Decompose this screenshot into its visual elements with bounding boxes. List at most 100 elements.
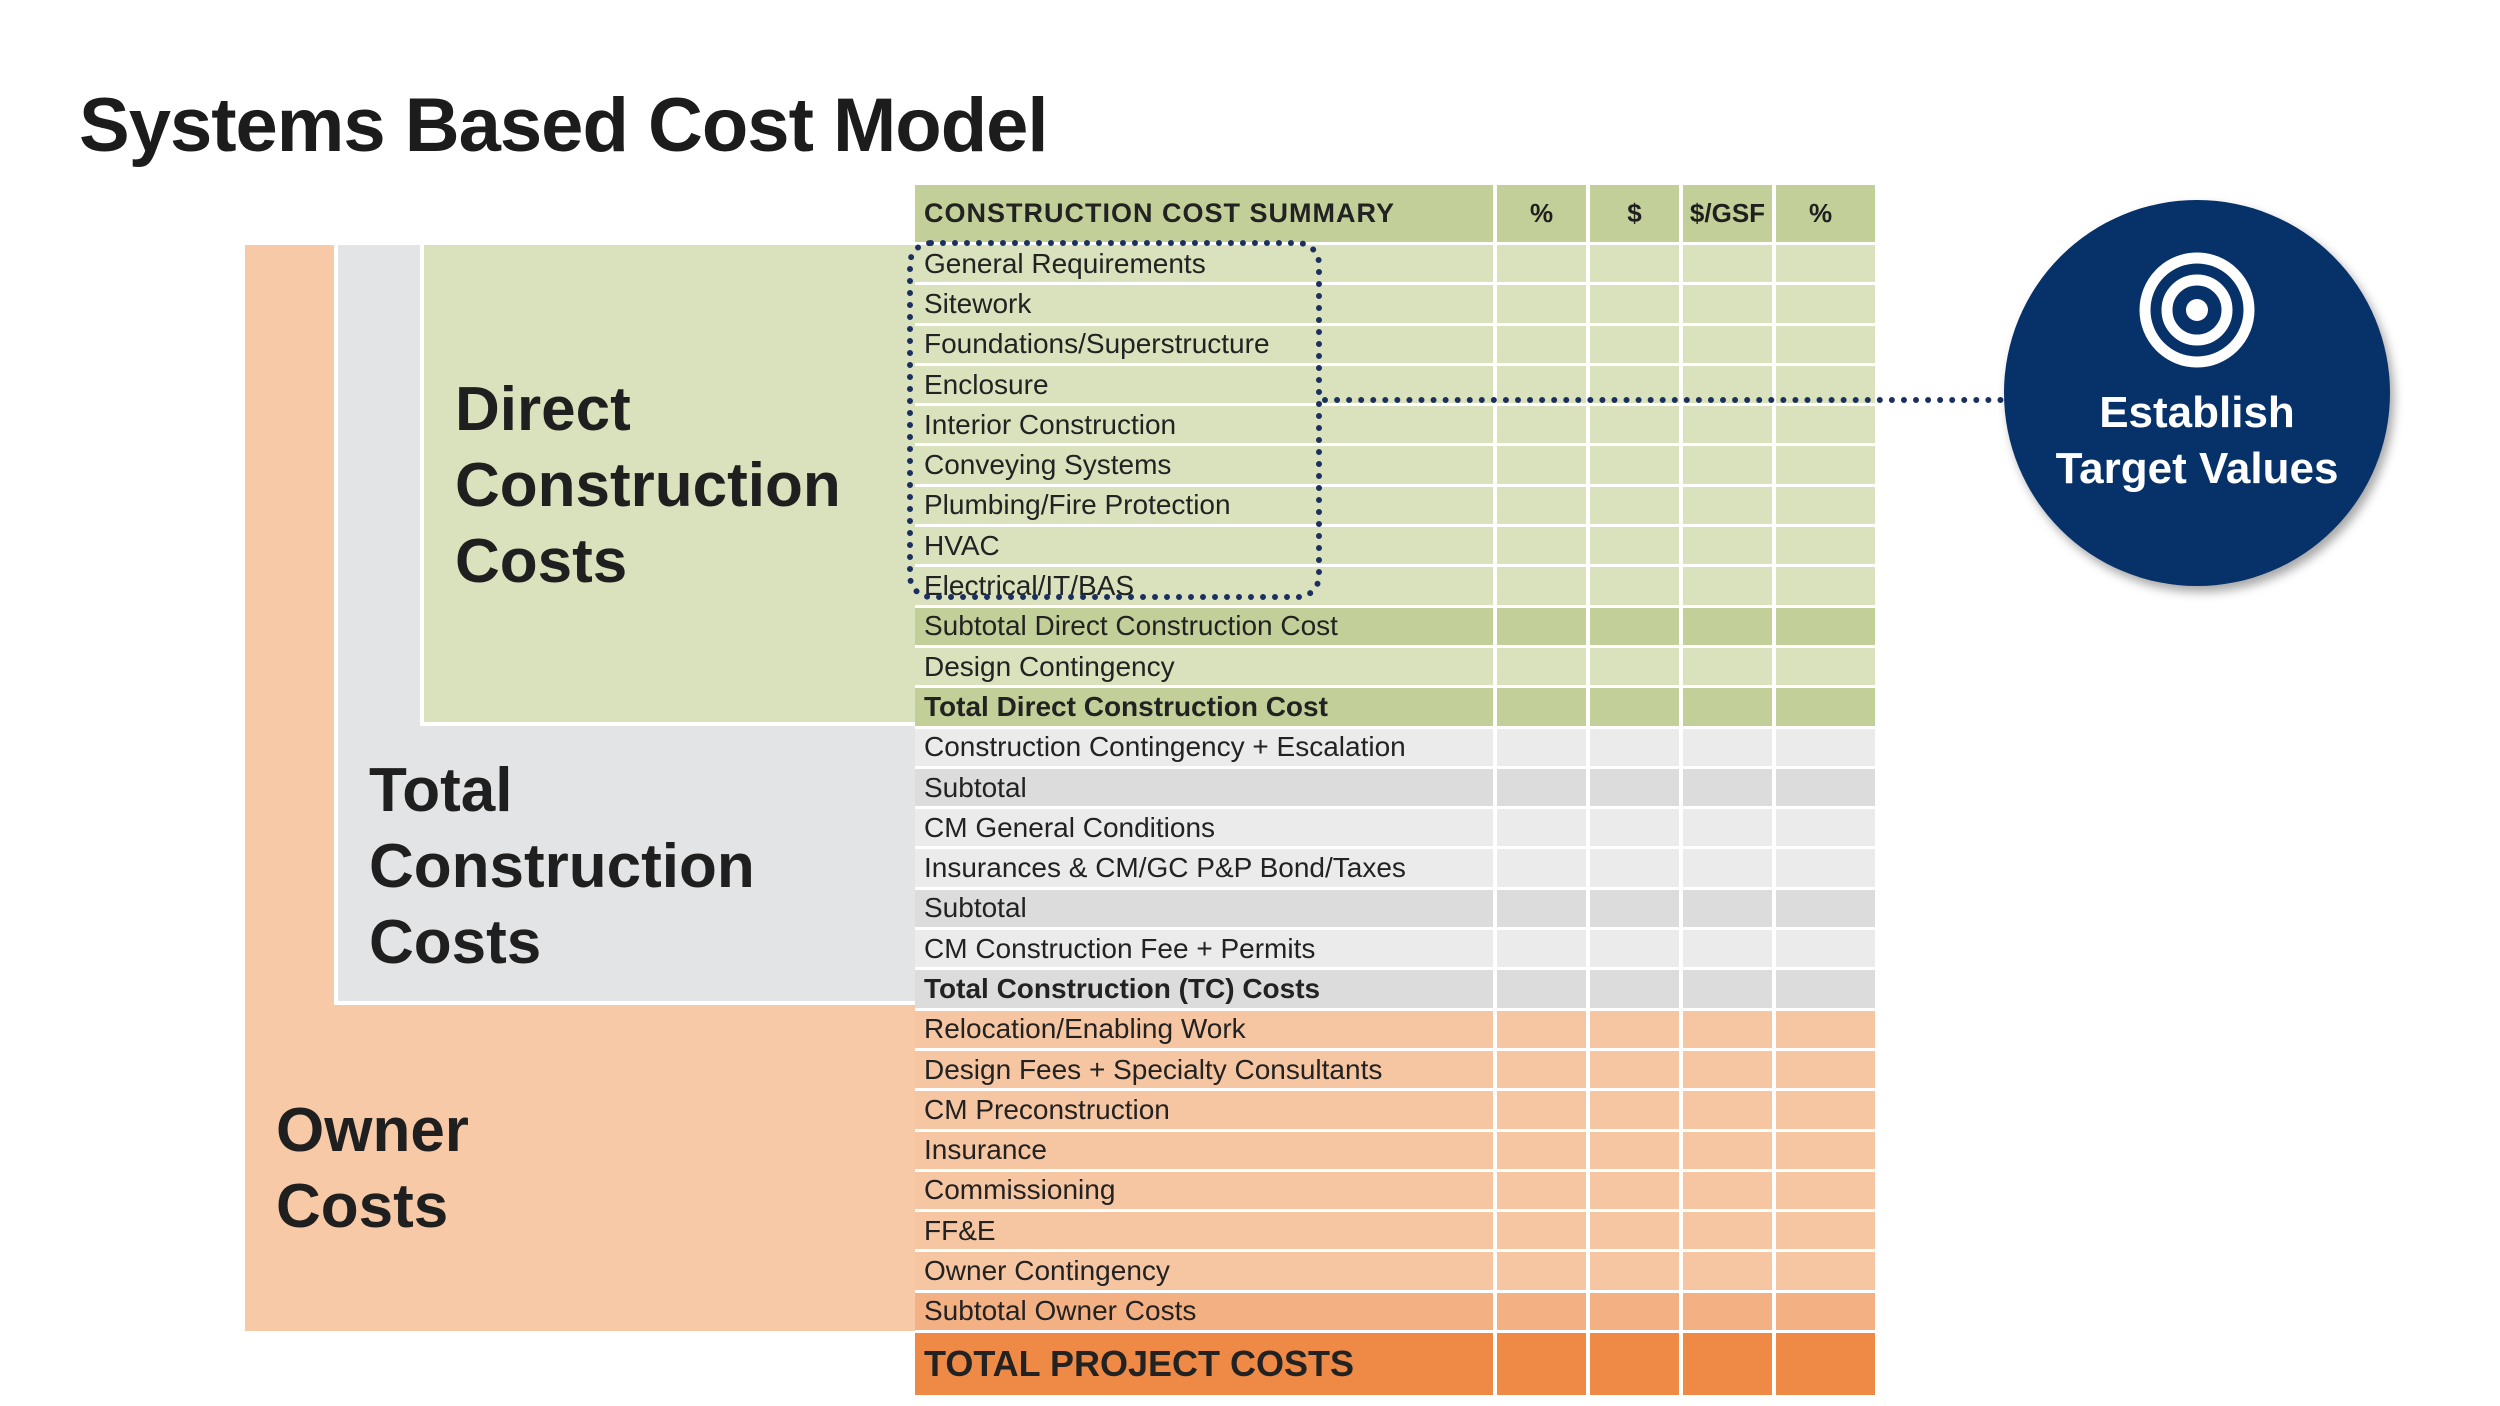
value-cell: [1679, 688, 1772, 726]
value-cell: [1586, 970, 1679, 1008]
value-cell: [1679, 1050, 1772, 1089]
value-cell: [1493, 930, 1586, 968]
value-cell: [1772, 647, 1865, 686]
value-cell: [1493, 1010, 1586, 1048]
value-cell: [1772, 1212, 1865, 1250]
value-cell: [1493, 245, 1586, 283]
value-cell: [1679, 1252, 1772, 1290]
systems-highlight-box: [907, 240, 1322, 600]
value-cell: [1772, 1131, 1865, 1169]
callout-line: Establish: [2099, 388, 2295, 437]
band-label-line: Direct: [455, 375, 631, 444]
row-label: Subtotal: [924, 892, 1027, 924]
row-label: Design Contingency: [924, 650, 1175, 682]
value-cell: [1772, 1050, 1865, 1089]
band-label-line: Costs: [455, 527, 628, 596]
row-label: CM General Conditions: [924, 811, 1216, 843]
value-cell: [1586, 930, 1679, 968]
table-row: Commissioning: [915, 1171, 1875, 1213]
value-cell: [1493, 527, 1586, 565]
value-cell: [1772, 809, 1865, 847]
value-cell: [1772, 245, 1865, 283]
table-body: General Requirements Sitework Foundations/…: [915, 245, 1875, 1396]
value-cell: [1493, 849, 1586, 887]
band-label-line: Construction: [369, 832, 755, 901]
row-label: Enclosure: [924, 368, 1049, 400]
value-cell: [1493, 768, 1586, 807]
value-cell: [1586, 889, 1679, 928]
value-cell: [1493, 647, 1586, 686]
column-header-percent: %: [1772, 185, 1865, 242]
table-row: CM General Conditions: [915, 809, 1875, 850]
row-label: Foundations/Superstructure: [924, 328, 1270, 360]
band-divider: [334, 1001, 915, 1005]
value-cell: [1586, 1292, 1679, 1331]
cost-summary-table: CONSTRUCTION COST SUMMARY % $ $/GSF % Ge…: [915, 185, 1875, 1396]
value-cell: [1586, 325, 1679, 363]
row-label: Subtotal: [924, 771, 1027, 803]
row-label: Interior Construction: [924, 408, 1177, 440]
row-label: General Requirements: [924, 247, 1206, 279]
value-cell: [1679, 1091, 1772, 1129]
value-cell: [1493, 1171, 1586, 1210]
value-cell: [1772, 1171, 1865, 1210]
table-row: FF&E: [915, 1212, 1875, 1253]
value-cell: [1493, 607, 1586, 645]
value-cell: [1586, 647, 1679, 686]
value-cell: [1772, 446, 1865, 484]
row-label: Total Direct Construction Cost: [924, 690, 1328, 722]
value-cell: [1772, 567, 1865, 605]
table-row: Total Direct Construction Cost: [915, 688, 1875, 729]
row-label: FF&E: [924, 1214, 996, 1246]
table-row: CM Construction Fee + Permits: [915, 930, 1875, 971]
value-cell: [1679, 768, 1772, 807]
row-label: Relocation/Enabling Work: [924, 1013, 1246, 1045]
value-cell: [1493, 1131, 1586, 1169]
value-cell: [1679, 970, 1772, 1008]
value-cell: [1679, 527, 1772, 565]
column-header-percent: %: [1493, 185, 1586, 242]
value-cell: [1679, 809, 1772, 847]
value-cell: [1586, 365, 1679, 404]
table-row: Subtotal: [915, 889, 1875, 931]
table-row: Owner Contingency: [915, 1252, 1875, 1293]
value-cell: [1493, 1333, 1586, 1396]
band-divider: [420, 722, 915, 726]
value-cell: [1493, 325, 1586, 363]
establish-target-values-callout: Establish Target Values: [2004, 200, 2390, 586]
value-cell: [1586, 245, 1679, 283]
table-row: Design Fees + Specialty Consultants: [915, 1050, 1875, 1092]
value-cell: [1493, 486, 1586, 525]
value-cell: [1586, 1171, 1679, 1210]
band-label-line: Total: [369, 756, 513, 825]
row-label: Insurance: [924, 1134, 1047, 1166]
value-cell: [1679, 849, 1772, 887]
value-cell: [1772, 285, 1865, 323]
table-row: Sitework: [915, 285, 1875, 326]
table-row: Construction Contingency + Escalation: [915, 728, 1875, 769]
value-cell: [1772, 889, 1865, 928]
value-cell: [1679, 1010, 1772, 1048]
table-row: HVAC: [915, 527, 1875, 568]
row-label: Sitework: [924, 287, 1032, 319]
value-cell: [1679, 647, 1772, 686]
value-cell: [1493, 889, 1586, 928]
value-cell: [1586, 728, 1679, 766]
row-label: Subtotal Direct Construction Cost: [924, 610, 1338, 642]
row-label: Construction Contingency + Escalation: [924, 731, 1406, 763]
table-row: CM Preconstruction: [915, 1091, 1875, 1132]
band-divider: [420, 245, 424, 725]
value-cell: [1772, 970, 1865, 1008]
row-label: Subtotal Owner Costs: [924, 1295, 1197, 1327]
table-row: Foundations/Superstructure: [915, 325, 1875, 366]
table-row: Design Contingency: [915, 647, 1875, 689]
direct-construction-band: [420, 245, 915, 725]
value-cell: [1772, 325, 1865, 363]
value-cell: [1679, 889, 1772, 928]
value-cell: [1772, 1252, 1865, 1290]
value-cell: [1679, 567, 1772, 605]
owner-costs-label: Owner Costs: [276, 1093, 469, 1245]
value-cell: [1679, 365, 1772, 404]
table-header-row: CONSTRUCTION COST SUMMARY % $ $/GSF %: [915, 185, 1875, 245]
row-label: Commissioning: [924, 1174, 1116, 1206]
